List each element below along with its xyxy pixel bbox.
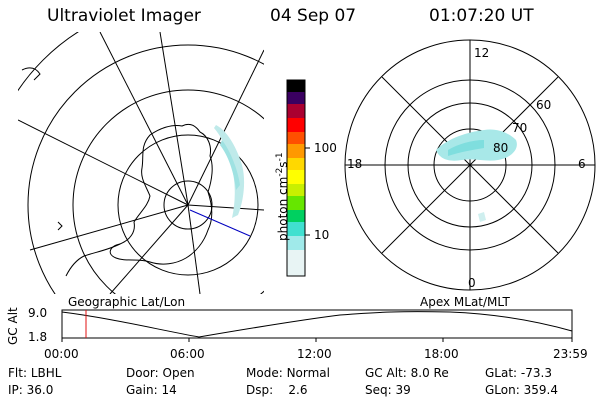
lat-circle [163, 180, 213, 230]
mlat-label-60: 60 [536, 98, 552, 112]
info-mode: Mode: Normal [246, 366, 330, 380]
altitude-tick-low: 1.8 [28, 330, 48, 344]
polar-aurora-speck [478, 212, 486, 222]
colorbar [286, 79, 310, 277]
info-filter: Flt: LBHL [8, 366, 62, 380]
info-glon: GLon: 359.4 [485, 383, 558, 397]
colorbar-unit-s: s [276, 161, 290, 168]
meridian-line [187, 49, 264, 206]
geographic-panel-label: Geographic Lat/Lon [68, 295, 186, 309]
colorbar-unit-exp2: -1 [275, 152, 285, 162]
time-tick-1200: 12:00 [297, 347, 332, 361]
info-dsp: Dsp: 2.6 [246, 383, 308, 397]
apex-panel-label: Apex MLat/MLT [420, 295, 510, 309]
mlt-label-18: 18 [347, 157, 363, 171]
terminator-line [189, 209, 251, 237]
colorbar-unit-photon: photon cm [276, 176, 290, 241]
south-america-coastline [21, 67, 41, 81]
instrument-title: Ultraviolet Imager [47, 6, 201, 26]
altitude-curve [61, 311, 573, 338]
aurora-patch-faint [220, 140, 240, 190]
time-tick-0000: 00:00 [44, 347, 79, 361]
info-glat: GLat: -73.3 [485, 366, 552, 380]
lat-circle [18, 32, 79, 92]
mlt-label-12: 12 [474, 46, 490, 60]
info-door: Door: Open [126, 366, 195, 380]
date-label: 04 Sep 07 [270, 6, 357, 26]
polar-plot [344, 39, 596, 291]
antarctica-coastline [109, 123, 213, 265]
colorbar-unit-exp1: -2 [275, 167, 285, 177]
altitude-axis-title: GC Alt [6, 307, 20, 345]
time-label: 01:07:20 UT [429, 6, 534, 26]
time-tick-2359: 23:59 [553, 347, 588, 361]
info-gc-alt: GC Alt: 8.0 Re [365, 366, 449, 380]
lat-circle [72, 89, 264, 294]
mlt-label-6: 6 [578, 157, 586, 171]
lat-circle [27, 44, 264, 294]
time-tick-1800: 18:00 [424, 347, 459, 361]
info-gain: Gain: 14 [126, 383, 177, 397]
info-seq: Seq: 39 [365, 383, 411, 397]
mlt-label-0: 0 [468, 276, 476, 290]
meridian-line [159, 32, 189, 206]
colorbar-tick-10: 10 [314, 228, 330, 242]
meridian-line [187, 204, 201, 294]
mlat-label-70: 70 [512, 121, 528, 135]
colorbar-axis-title: photon cm-2s-1 [275, 152, 290, 241]
peninsula-coastline [65, 243, 121, 277]
altitude-tick-high: 9.0 [28, 306, 48, 320]
meridian-line [99, 32, 189, 206]
island-coastline [57, 221, 63, 231]
colorbar-tick-100: 100 [314, 141, 337, 155]
aurora-patch [214, 125, 245, 218]
meridian-line [29, 204, 189, 251]
mlat-label-80: 80 [493, 141, 509, 155]
meridian-line [109, 204, 189, 294]
polar-aurora-patch-dense [448, 140, 484, 156]
time-tick-0600: 06:00 [170, 347, 205, 361]
lat-circle [117, 134, 259, 276]
meridian-line [187, 204, 264, 211]
meridian-line [18, 119, 189, 206]
info-ip: IP: 36.0 [8, 383, 54, 397]
